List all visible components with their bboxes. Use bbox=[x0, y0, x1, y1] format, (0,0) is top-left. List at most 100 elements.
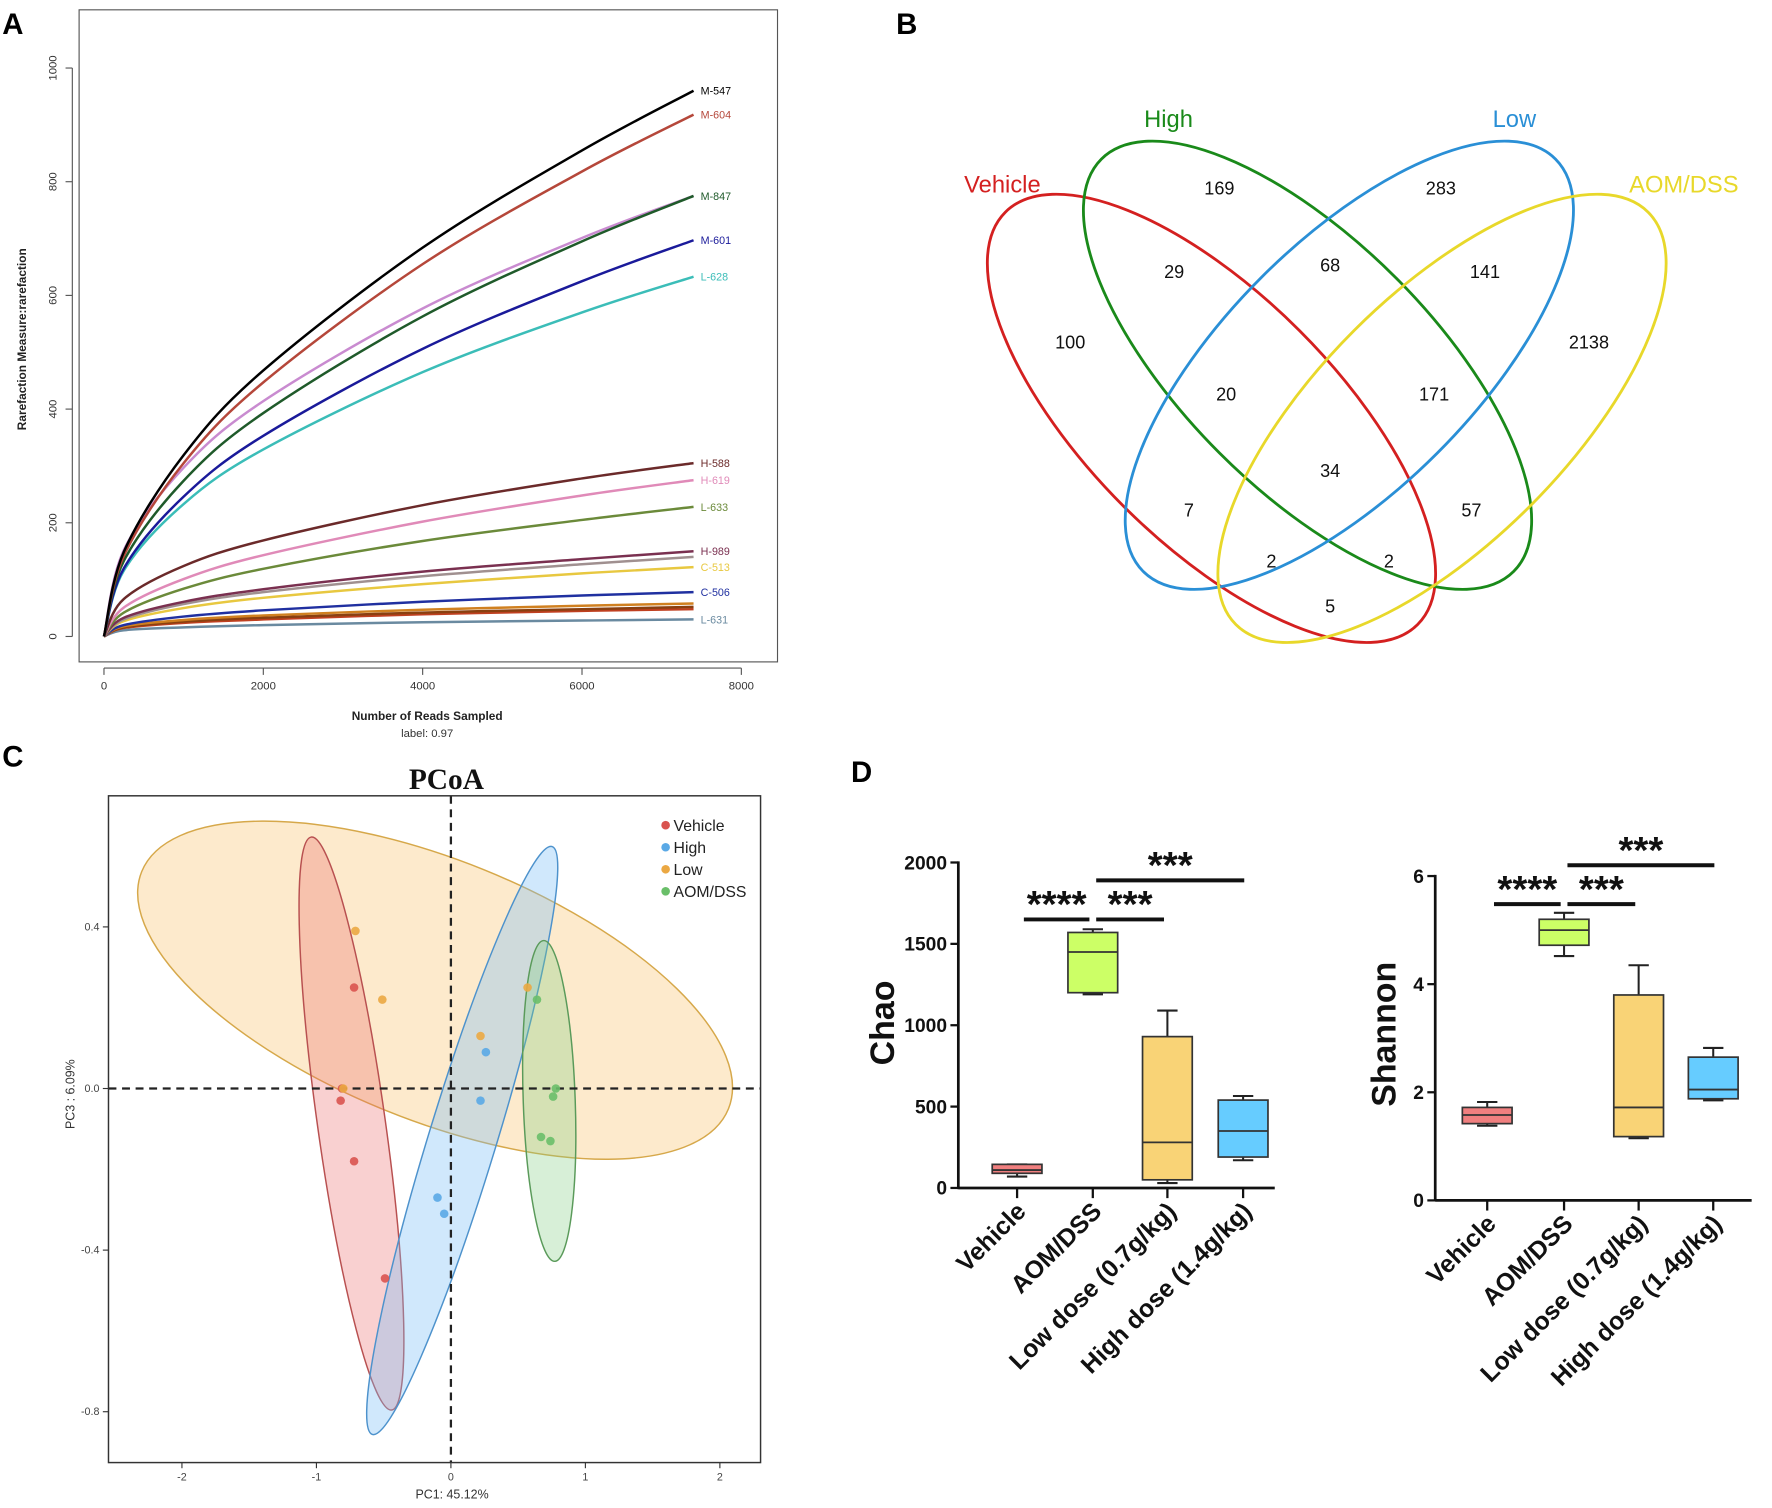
panel-label-c: C bbox=[2, 740, 23, 773]
box-1 bbox=[1538, 918, 1590, 947]
data-point-vehicle bbox=[336, 1096, 345, 1105]
box-3 bbox=[1687, 1056, 1739, 1100]
x-tick-label: 0 bbox=[448, 1472, 454, 1484]
box-0 bbox=[991, 1163, 1043, 1175]
significance-stars: *** bbox=[1579, 868, 1624, 911]
venn-region-count: 141 bbox=[1470, 262, 1500, 282]
x-axis-title: PC1: 45.12% bbox=[415, 1488, 488, 1502]
venn-set-label: High bbox=[1144, 107, 1193, 133]
venn-region-count: 5 bbox=[1325, 597, 1335, 617]
venn-set-label: Vehicle bbox=[964, 172, 1040, 198]
vehicle-confidence-ellipse bbox=[298, 836, 405, 1411]
venn-set-low bbox=[1123, 139, 1575, 591]
curve-label: M-847 bbox=[701, 191, 731, 203]
low-confidence-ellipse bbox=[136, 820, 734, 1160]
y-tick-label: 1000 bbox=[48, 55, 60, 80]
panel-label-a: A bbox=[2, 8, 23, 41]
data-point-low bbox=[378, 995, 387, 1004]
data-point-vehicle bbox=[349, 1156, 359, 1166]
significance-stars: *** bbox=[1108, 883, 1153, 926]
rarefaction-curve bbox=[103, 602, 694, 638]
y-tick-label: 4 bbox=[1413, 975, 1424, 996]
rarefaction-chart: 0 2000 4000 6000 8000 0 200 400 600 800 1000 Number… bbox=[15, 9, 779, 740]
curve-label: M-547 bbox=[701, 86, 731, 98]
rarefaction-curve bbox=[103, 555, 694, 638]
venn-region-count: 169 bbox=[1204, 179, 1234, 199]
venn-region-count: 29 bbox=[1164, 262, 1184, 282]
venn-region-count: 68 bbox=[1320, 255, 1340, 275]
rarefaction-curve bbox=[103, 590, 694, 638]
rarefaction-curve bbox=[103, 565, 694, 638]
data-point-aom-dss bbox=[532, 995, 542, 1004]
aomdss-confidence-ellipse bbox=[521, 939, 577, 1263]
y-tick-label: 2000 bbox=[904, 853, 947, 874]
data-point-low bbox=[351, 926, 360, 936]
curve-label: H-989 bbox=[701, 546, 730, 558]
y-tick-label: 600 bbox=[48, 286, 60, 305]
y-axis-title: Rarefaction Measure:rarefaction bbox=[15, 248, 29, 430]
venn-set-vehicle bbox=[985, 192, 1438, 644]
data-point-aom-dss bbox=[548, 1092, 558, 1101]
significance-stars: **** bbox=[1027, 883, 1087, 926]
significance-stars: *** bbox=[1148, 844, 1193, 887]
chart-title: PCoA bbox=[409, 764, 484, 796]
venn-set-aom-dss bbox=[1216, 192, 1668, 644]
curve-label: L-628 bbox=[701, 272, 728, 284]
y-axis-title: PC3 : 6.09% bbox=[64, 1059, 78, 1129]
plot-frame bbox=[78, 9, 779, 663]
y-tick-label: 0 bbox=[936, 1179, 947, 1200]
data-point-aom-dss bbox=[546, 1136, 555, 1146]
legend-marker bbox=[661, 864, 670, 874]
data-point-vehicle bbox=[349, 983, 359, 992]
y-tick-label: 0 bbox=[1413, 1191, 1424, 1212]
rarefaction-curve bbox=[102, 505, 694, 638]
box-3 bbox=[1217, 1099, 1269, 1158]
box-2 bbox=[1612, 994, 1665, 1138]
y-tick-label: 1000 bbox=[904, 1016, 947, 1037]
y-tick-label: 2 bbox=[1413, 1083, 1424, 1104]
y-tick-label: -0.8 bbox=[81, 1406, 100, 1418]
y-axis-title: Shannon bbox=[1366, 962, 1404, 1107]
x-tick-label: 8000 bbox=[729, 681, 754, 693]
rarefaction-curve bbox=[102, 275, 694, 637]
data-point-low bbox=[523, 983, 532, 992]
curve-label: M-604 bbox=[701, 110, 731, 122]
box-2 bbox=[1141, 1035, 1194, 1181]
x-tick-label: 2 bbox=[717, 1472, 723, 1484]
y-tick-label: 1500 bbox=[904, 935, 947, 956]
curve-label: L-631 bbox=[701, 614, 728, 626]
panel-label-b: B bbox=[896, 8, 917, 41]
curve-label: C-513 bbox=[701, 562, 730, 574]
venn-region-count: 57 bbox=[1461, 501, 1481, 521]
y-tick-label: 6 bbox=[1413, 867, 1424, 888]
data-point-low bbox=[476, 1031, 485, 1041]
venn-region-count: 20 bbox=[1216, 384, 1236, 404]
x-tick-label: 1 bbox=[582, 1472, 588, 1484]
data-point-aom-dss bbox=[536, 1132, 546, 1142]
high-confidence-ellipse bbox=[365, 845, 559, 1436]
y-tick-label: 500 bbox=[915, 1097, 947, 1118]
x-axis-subtitle: label: 0.97 bbox=[401, 728, 453, 740]
data-point-vehicle bbox=[380, 1274, 390, 1283]
plot-frame bbox=[107, 795, 762, 1464]
data-point-high bbox=[476, 1096, 485, 1105]
legend-label: AOM/DSS bbox=[674, 884, 747, 901]
rarefaction-curve bbox=[102, 194, 694, 637]
significance-stars: *** bbox=[1618, 829, 1663, 872]
rarefaction-curve bbox=[102, 239, 694, 637]
x-tick-label: 6000 bbox=[569, 681, 594, 693]
x-tick-label: -2 bbox=[177, 1472, 187, 1484]
data-point-high bbox=[439, 1209, 449, 1219]
legend-label: Vehicle bbox=[674, 818, 725, 835]
y-tick-label: 0.0 bbox=[85, 1083, 100, 1095]
x-tick-label: 2000 bbox=[251, 681, 276, 693]
legend-marker bbox=[661, 887, 670, 896]
venn-region-count: 2138 bbox=[1569, 332, 1609, 352]
box-1 bbox=[1067, 931, 1119, 994]
venn-region-count: 34 bbox=[1320, 461, 1340, 481]
curve-label: L-633 bbox=[701, 502, 728, 514]
x-axis-title: Number of Reads Sampled bbox=[352, 709, 503, 723]
rarefaction-curve bbox=[103, 618, 694, 638]
x-tick-label: 4000 bbox=[410, 681, 435, 693]
